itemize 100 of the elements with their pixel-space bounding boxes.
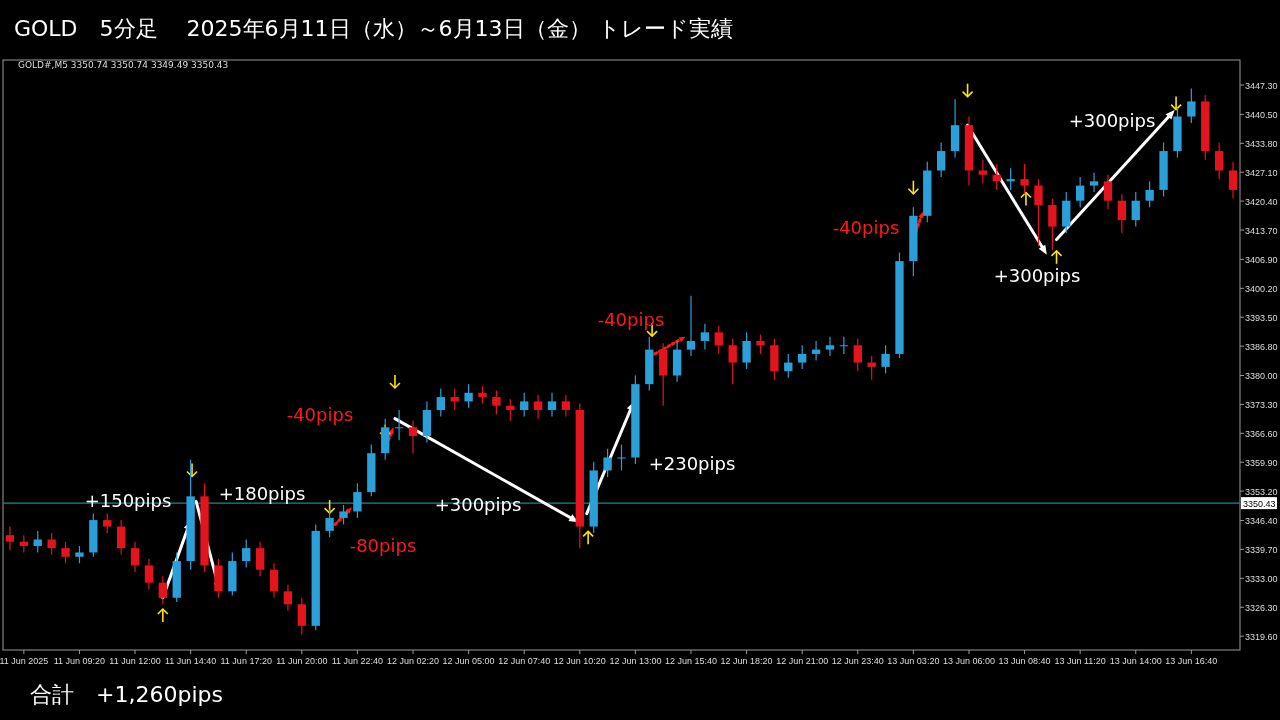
y-tick-label: 3366.60 <box>1245 428 1278 439</box>
x-tick-label: 12 Jun 13:00 <box>609 656 662 666</box>
candlestick <box>116 519 126 556</box>
candlestick <box>242 538 251 569</box>
candlestick <box>756 333 765 355</box>
x-tick-label: 12 Jun 23:40 <box>831 656 884 666</box>
candlestick <box>742 331 751 370</box>
y-tick-label: 3333.00 <box>1245 573 1278 584</box>
candlestick <box>1145 180 1154 208</box>
x-tick-label: 12 Jun 18:20 <box>720 656 773 666</box>
candlestick <box>297 597 306 636</box>
candlestick <box>700 323 710 351</box>
ref-line-label: 3350.43 <box>1243 498 1276 509</box>
y-tick-label: 3406.90 <box>1245 254 1278 265</box>
candlestick <box>61 541 70 564</box>
candlestick <box>408 420 418 454</box>
candlestick <box>1048 197 1057 251</box>
y-tick-label: 3339.70 <box>1245 544 1278 555</box>
annotation: +300pips <box>434 494 522 515</box>
candlestick <box>1034 178 1043 247</box>
candlestick <box>255 541 265 577</box>
y-tick-label: 3319.60 <box>1245 631 1278 642</box>
annotation: +300pips <box>993 265 1081 287</box>
candlestick <box>130 541 140 573</box>
candlestick <box>714 325 723 355</box>
x-tick-label: 13 Jun 08:40 <box>998 656 1051 666</box>
x-tick-label: 12 Jun 05:00 <box>442 656 495 666</box>
x-tick-label: 12 Jun 10:20 <box>553 656 606 666</box>
annotation: GOLD#,M5 3350.74 3350.74 3349.49 3350.43 <box>18 60 229 70</box>
candlestick <box>1228 161 1238 200</box>
x-tick-label: 11 Jun 17:20 <box>220 656 272 666</box>
x-tick-label: 11 Jun 20:00 <box>276 656 328 666</box>
candlestick <box>103 513 112 534</box>
annotation: -40pips <box>286 404 354 425</box>
candlestick <box>269 562 279 599</box>
x-tick-label: 13 Jun 11:20 <box>1054 656 1106 666</box>
y-tick-label: 3386.80 <box>1245 341 1278 352</box>
x-tick-label: 13 Jun 16:40 <box>1165 656 1218 666</box>
candlestick <box>464 383 473 409</box>
annotation: +150pips <box>84 490 172 511</box>
candlestick <box>283 584 293 612</box>
candlestick <box>492 390 501 415</box>
x-tick-label: 12 Jun 15:40 <box>664 656 718 666</box>
x-tick-label: 13 Jun 03:20 <box>887 656 940 666</box>
candlestick <box>144 558 154 590</box>
candlestick <box>1006 167 1015 191</box>
candlestick <box>853 338 862 372</box>
candlestick <box>1187 87 1196 124</box>
y-tick-label: 3427.10 <box>1245 167 1278 178</box>
y-tick-label: 3433.80 <box>1245 138 1278 149</box>
candlestick <box>5 525 15 551</box>
x-tick-label: 13 Jun 14:00 <box>1109 656 1162 666</box>
y-tick-label: 3359.90 <box>1245 457 1278 468</box>
x-tick-label: 12 Jun 07:40 <box>498 656 551 666</box>
y-tick-label: 3420.40 <box>1245 196 1278 207</box>
x-tick-label: 12 Jun 21:00 <box>776 656 829 666</box>
chart-title: GOLD 5分足 2025年6月11日（水）～6月13日（金） トレード実績 <box>14 16 733 41</box>
x-tick-label: 11 Jun 12:00 <box>109 656 161 666</box>
candlestick <box>881 344 890 374</box>
annotation: -40pips <box>832 217 900 238</box>
y-tick-label: 3326.30 <box>1245 602 1278 613</box>
y-tick-label: 3393.50 <box>1245 312 1278 323</box>
y-tick-label: 3373.30 <box>1245 399 1278 410</box>
candlestick <box>436 387 445 418</box>
y-tick-label: 3346.40 <box>1245 516 1278 527</box>
y-tick-label: 3400.20 <box>1245 283 1278 294</box>
x-tick-label: 11 Jun 14:40 <box>164 656 217 666</box>
candlestick <box>978 159 988 185</box>
candlestick <box>353 482 362 519</box>
annotation: +180pips <box>218 482 306 504</box>
candlestick <box>533 394 543 420</box>
x-tick-label: 11 Jun 09:20 <box>53 656 106 666</box>
candlestick <box>47 532 56 556</box>
candlestick <box>1075 176 1085 208</box>
candlestick <box>158 575 168 605</box>
x-tick-label: 13 Jun 06:00 <box>942 656 995 666</box>
x-tick-label: 11 Jun 22:40 <box>331 656 384 666</box>
candlestick <box>1103 174 1113 210</box>
candlestick <box>603 448 612 478</box>
y-tick-label: 3353.20 <box>1245 486 1278 497</box>
text: 合計 +1,260pips <box>30 682 223 707</box>
candlestick <box>728 338 737 385</box>
annotation: +230pips <box>648 453 736 474</box>
annotation: -80pips <box>349 535 417 556</box>
x-tick-label: 11 Jun 2025 <box>0 656 49 666</box>
candlestick <box>1214 141 1224 180</box>
y-tick-label: 3380.00 <box>1245 371 1278 381</box>
candlestick <box>825 336 835 357</box>
x-tick-label: 12 Jun 02:20 <box>386 656 440 666</box>
candlestick <box>1117 193 1127 234</box>
y-tick-label: 3447.30 <box>1245 80 1278 91</box>
candlestick <box>1089 172 1099 193</box>
y-tick-label: 3440.50 <box>1245 109 1278 120</box>
candlestick <box>561 394 571 418</box>
candlestick <box>937 141 946 178</box>
candlestick <box>520 392 529 418</box>
candlestick <box>1131 191 1140 228</box>
y-tick-label: 3413.70 <box>1245 225 1278 236</box>
candlestick <box>547 392 557 418</box>
annotation: +300pips <box>1068 110 1156 131</box>
